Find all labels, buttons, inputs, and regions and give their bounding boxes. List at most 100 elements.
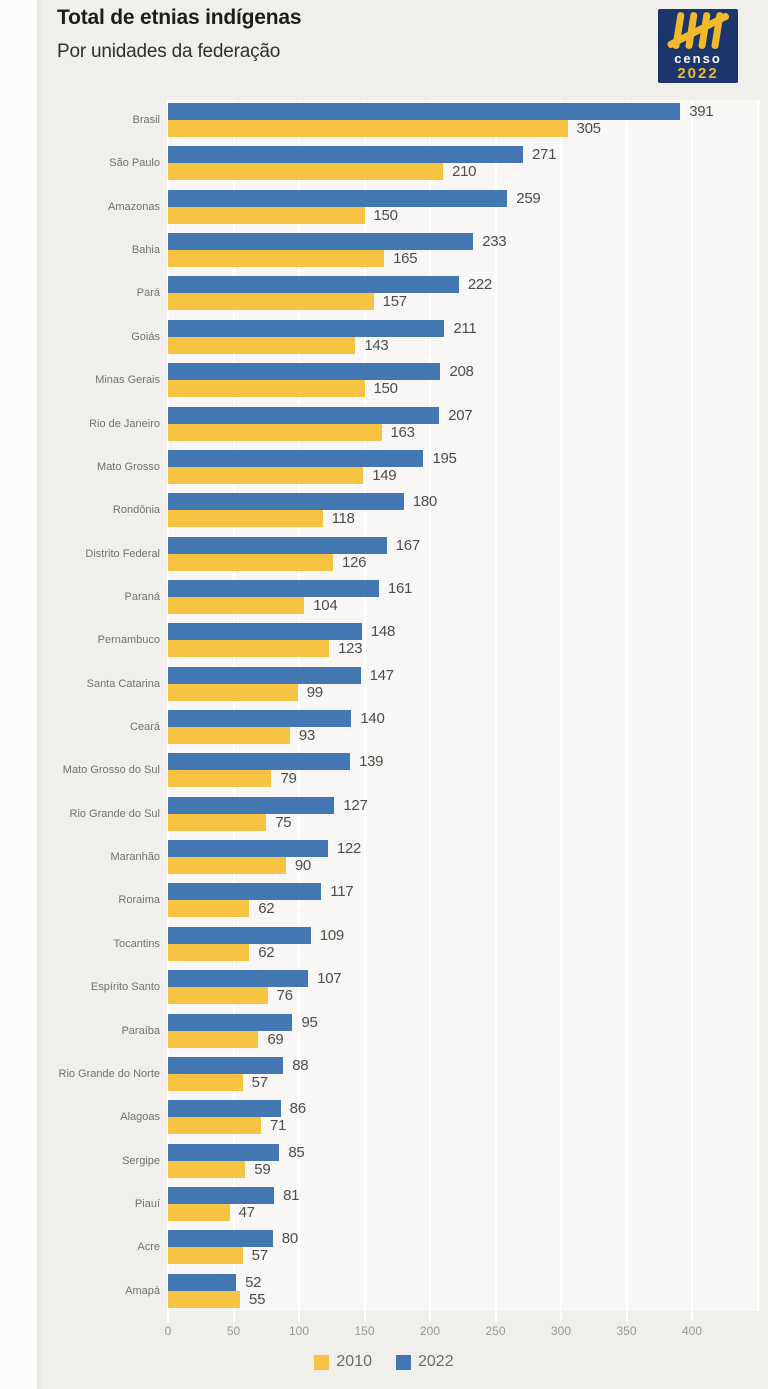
value-label-2022: 85 (288, 1143, 305, 1161)
category-label: Rio Grande do Sul (69, 807, 161, 820)
bar-2010 (168, 1030, 259, 1048)
bar-2010 (168, 727, 290, 745)
value-label-2010: 157 (382, 293, 407, 311)
value-label-2010: 55 (249, 1290, 266, 1308)
bar-2010 (168, 1290, 241, 1308)
bar-row: Ceará 140 93 (0, 710, 768, 753)
value-label-2010: 75 (275, 813, 292, 831)
bar-row: Espírito Santo 107 76 (0, 970, 768, 1013)
value-label-2010: 149 (372, 466, 397, 484)
bar-2010 (168, 1117, 261, 1135)
axis-tick (232, 1311, 235, 1322)
bar-2022 (168, 1230, 273, 1248)
value-label-2010: 123 (338, 640, 363, 658)
bar-2010 (168, 943, 250, 961)
value-label-2010: 163 (390, 423, 415, 441)
value-label-2022: 122 (336, 840, 361, 858)
value-label-2022: 81 (283, 1187, 300, 1204)
bar-row: Roraima 117 62 (0, 883, 768, 926)
category-label: Rio Grande do Norte (58, 1067, 161, 1080)
value-label-2010: 76 (276, 987, 293, 1005)
category-label: Paraná (124, 590, 160, 603)
axis-tick-label: 0 (164, 1324, 172, 1338)
category-label: Alagoas (120, 1111, 160, 1124)
value-label-2022: 271 (532, 146, 557, 164)
category-label: Espírito Santo (90, 981, 160, 994)
bar-row: São Paulo 271 210 (0, 146, 768, 189)
bar-row: Rondônia 180 118 (0, 493, 768, 536)
value-label-2022: 117 (330, 883, 354, 901)
bar-2022 (168, 1013, 293, 1031)
chart-subtitle: Por unidades da federação (57, 41, 281, 62)
category-label: Bahia (131, 244, 160, 257)
bar-2010 (168, 336, 356, 354)
legend-swatch-2022 (396, 1354, 411, 1370)
bar-2010 (168, 380, 365, 398)
bar-row: Maranhão 122 90 (0, 840, 768, 883)
value-label-2022: 167 (395, 536, 420, 554)
axis-tick (298, 1311, 300, 1322)
category-label: Minas Gerais (95, 374, 160, 387)
value-label-2022: 88 (292, 1056, 309, 1074)
bar-2022 (168, 319, 445, 337)
value-label-2022: 207 (448, 406, 473, 424)
bar-2010 (168, 1160, 246, 1178)
bar-2010 (168, 1204, 230, 1221)
value-label-2010: 305 (576, 120, 601, 137)
value-label-2010: 62 (258, 900, 275, 918)
value-label-2010: 210 (452, 163, 477, 181)
bar-2022 (168, 1187, 275, 1204)
bar-2010 (168, 683, 298, 701)
category-label: Rio de Janeiro (89, 417, 160, 430)
value-label-2022: 107 (317, 970, 342, 988)
bar-2022 (168, 840, 328, 858)
censo-2022-logo: censo 2022 (658, 9, 738, 83)
value-label-2022: 233 (482, 233, 507, 251)
axis-tick-label: 300 (550, 1324, 572, 1338)
value-label-2022: 140 (360, 710, 385, 728)
bar-2010 (168, 466, 364, 484)
value-label-2022: 391 (689, 103, 714, 120)
gridline (756, 100, 759, 1311)
bar-row: Mato Grosso 195 149 (0, 449, 768, 493)
category-label: Piauí (134, 1198, 160, 1210)
bar-row: Paraná 161 104 (0, 579, 768, 623)
chart-header: Total de etnias indígenas Por unidades d… (57, 6, 302, 63)
category-label: Amazonas (108, 200, 160, 213)
value-label-2010: 71 (270, 1117, 287, 1135)
bar-row: Paraíba 95 69 (0, 1013, 768, 1057)
bar-2010 (168, 163, 444, 181)
bar-row: Brasil 391 305 (0, 103, 768, 146)
bar-2022 (168, 363, 441, 381)
value-label-2022: 147 (369, 666, 394, 684)
tally-marks-icon (667, 12, 730, 49)
bar-row: Bahia 233 165 (0, 233, 768, 276)
bar-2022 (168, 1143, 280, 1161)
value-label-2010: 93 (298, 727, 315, 745)
bar-2022 (168, 536, 387, 554)
axis-tick (625, 1311, 628, 1322)
bar-row: Mato Grosso do Sul 139 79 (0, 753, 768, 796)
axis-tick-label: 50 (226, 1324, 241, 1338)
gridline (429, 100, 431, 1311)
bar-2022 (168, 1100, 281, 1118)
legend-label: 2022 (418, 1353, 454, 1370)
bar-row: Tocantins 109 62 (0, 926, 768, 970)
bar-row: Rio Grande do Norte 88 57 (0, 1056, 768, 1100)
bar-2010 (168, 857, 286, 875)
bar-2022 (168, 753, 351, 771)
axis-tick-label: 150 (354, 1324, 375, 1338)
value-label-2022: 180 (412, 493, 437, 511)
bar-row: Distrito Federal 167 126 (0, 536, 768, 580)
value-label-2010: 104 (313, 596, 338, 614)
category-label: Rondônia (112, 504, 160, 517)
category-label: Roraima (118, 894, 160, 907)
bar-2022 (168, 1273, 237, 1291)
category-label: Mato Grosso (97, 460, 160, 473)
bar-2010 (168, 640, 330, 658)
value-label-2022: 211 (453, 319, 477, 337)
bar-2022 (168, 796, 335, 814)
value-label-2010: 143 (364, 336, 389, 354)
legend-swatch-2010 (314, 1354, 330, 1370)
